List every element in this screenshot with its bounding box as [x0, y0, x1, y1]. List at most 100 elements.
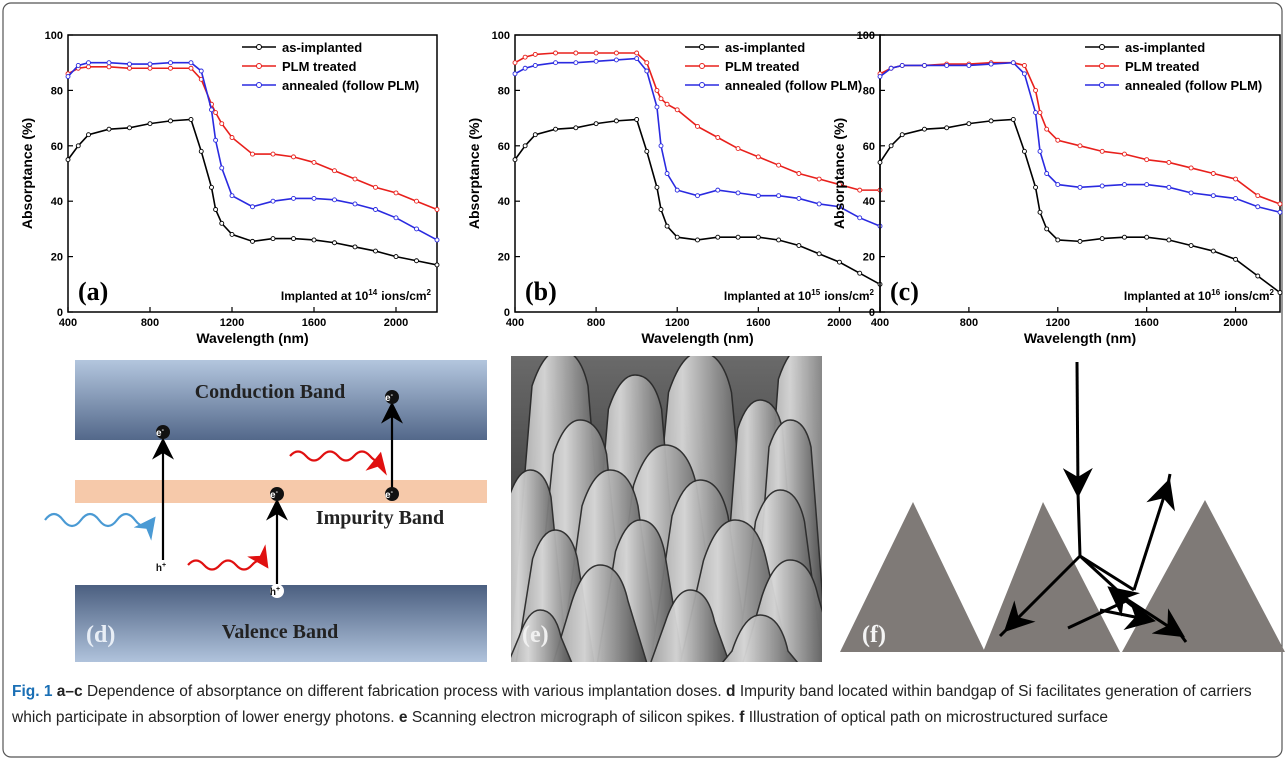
annotation-text: Implanted at 10	[281, 289, 369, 303]
data-point	[1188, 190, 1194, 196]
data-point	[127, 125, 132, 131]
data-point	[213, 207, 219, 212]
legend-marker	[699, 82, 705, 88]
valence-band	[75, 585, 487, 662]
data-point	[311, 159, 317, 165]
x-axis-label: Wavelength (nm)	[196, 330, 308, 346]
data-point	[1037, 148, 1043, 154]
plot-frame	[514, 34, 881, 313]
electron-label: e-	[270, 489, 279, 501]
data-point	[796, 195, 802, 201]
data-point	[434, 237, 440, 243]
electron: e-	[270, 487, 284, 501]
y-tick-label: 100	[45, 30, 63, 42]
x-tick-label: 800	[587, 317, 605, 329]
data-point	[776, 193, 782, 199]
x-tick-label: 1200	[1046, 317, 1070, 329]
data-point	[1277, 209, 1283, 215]
plot-frame	[879, 34, 1281, 313]
data-point	[532, 63, 538, 68]
hole-label: h+	[156, 562, 166, 574]
x-tick-label: 1600	[746, 317, 770, 329]
spike	[840, 502, 985, 652]
data-point	[695, 237, 700, 243]
data-point	[393, 190, 399, 196]
x-tick-label: 2000	[1223, 317, 1247, 329]
data-point	[1144, 182, 1150, 188]
data-point	[1055, 137, 1061, 143]
y-tick-label: 80	[51, 85, 63, 97]
caption-run: Scanning electron micrograph of silicon …	[411, 709, 735, 726]
data-point	[796, 171, 802, 176]
data-point	[291, 236, 296, 242]
data-point	[735, 146, 741, 152]
electron-label: e-	[385, 392, 394, 404]
data-point	[857, 270, 863, 276]
annotation: Implanted at 1014 ions/cm2	[281, 288, 432, 303]
data-point	[106, 64, 112, 70]
data-point	[776, 237, 782, 243]
x-tick-label: 2000	[384, 317, 408, 329]
data-point	[1277, 201, 1283, 207]
data-point	[735, 234, 741, 240]
data-point	[654, 104, 660, 110]
data-point	[168, 65, 173, 71]
data-point	[291, 195, 296, 201]
data-point	[147, 61, 153, 67]
data-point	[213, 110, 219, 116]
data-point	[1121, 234, 1127, 240]
data-point	[755, 193, 761, 199]
data-point	[1099, 236, 1105, 242]
data-point	[373, 248, 378, 254]
data-point	[512, 157, 518, 163]
annotation-text: Implanted at 10	[724, 289, 812, 303]
legend-marker	[256, 82, 262, 88]
data-point	[613, 50, 619, 56]
data-point	[1233, 176, 1239, 182]
y-tick-label: 0	[869, 307, 875, 319]
y-tick-label: 40	[498, 196, 510, 208]
data-point	[877, 74, 883, 80]
data-point	[1188, 243, 1194, 248]
legend-marker	[256, 44, 262, 50]
data-point	[613, 118, 619, 124]
data-point	[966, 63, 972, 68]
data-point	[877, 159, 883, 165]
data-point	[644, 60, 650, 66]
data-point	[213, 137, 219, 143]
data-point	[1277, 290, 1283, 296]
data-point	[573, 60, 579, 66]
data-point	[1044, 171, 1050, 176]
data-point	[250, 204, 255, 210]
data-point	[1010, 117, 1016, 122]
data-point	[311, 195, 317, 201]
data-point	[1166, 159, 1172, 165]
data-point	[250, 151, 255, 157]
data-point	[1166, 237, 1172, 243]
caption-run: d	[726, 683, 736, 700]
data-point	[1037, 110, 1043, 116]
legend-marker	[1099, 63, 1105, 69]
data-point	[899, 132, 905, 138]
caption: Fig. 1 a–c Dependence of absorptance on …	[12, 679, 1276, 731]
data-point	[522, 65, 528, 71]
data-point	[1037, 209, 1043, 215]
legend-marker	[699, 44, 705, 50]
data-point	[1077, 143, 1083, 149]
data-point	[664, 223, 670, 229]
data-point	[352, 201, 358, 207]
photon	[289, 450, 387, 476]
y-tick-label: 0	[57, 307, 63, 319]
annotation-unit: ions/cm	[381, 289, 426, 303]
silicon-spike	[511, 609, 573, 662]
photon	[187, 544, 269, 571]
data-point	[250, 238, 255, 244]
y-tick-label: 100	[492, 30, 510, 42]
series-line	[514, 52, 880, 191]
data-point	[755, 234, 761, 240]
x-tick-label: 400	[871, 317, 889, 329]
data-point	[888, 143, 894, 149]
caption-run: Impurity band located within bandgap of …	[12, 683, 1252, 726]
y-axis-label: Absorptance (%)	[831, 118, 847, 229]
